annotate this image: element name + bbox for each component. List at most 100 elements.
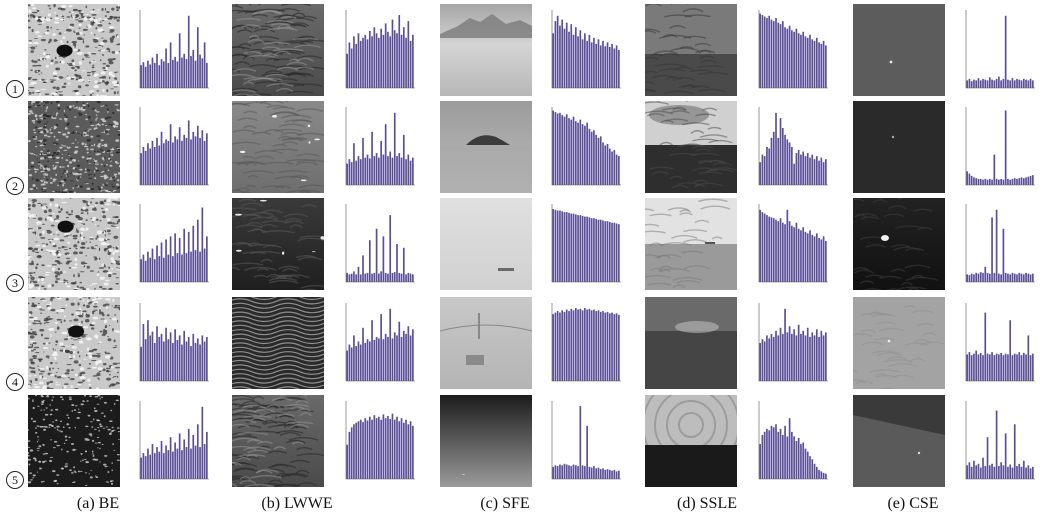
bar	[190, 251, 192, 282]
bar	[552, 466, 554, 479]
bar	[779, 118, 782, 185]
bar	[777, 137, 780, 185]
bar	[973, 460, 975, 479]
bar	[391, 19, 394, 89]
bar	[1032, 273, 1034, 282]
bar	[556, 466, 559, 479]
bar	[206, 236, 208, 282]
bar	[572, 116, 575, 185]
bar	[389, 308, 392, 381]
bar	[593, 130, 595, 185]
bar	[156, 245, 158, 282]
bar	[142, 62, 145, 88]
bar	[995, 78, 998, 88]
bar	[777, 335, 780, 381]
bar	[804, 156, 807, 185]
bar	[1018, 178, 1021, 185]
histogram-4-4	[755, 301, 829, 389]
sea-image-4-4	[645, 297, 737, 389]
bar	[176, 139, 179, 185]
bar	[554, 112, 557, 185]
histogram-2-5	[962, 105, 1036, 193]
bar	[970, 273, 973, 282]
bar	[820, 471, 823, 479]
bar	[584, 466, 586, 479]
bar	[552, 314, 554, 381]
bar	[586, 122, 588, 185]
bar	[608, 469, 611, 479]
bar	[777, 431, 780, 479]
bar	[185, 137, 188, 185]
sea-image-3-1	[28, 198, 120, 290]
bar	[160, 59, 163, 88]
bar	[153, 453, 156, 479]
bar	[988, 178, 991, 185]
bar	[169, 332, 172, 381]
bar	[611, 222, 613, 282]
bar	[151, 444, 154, 479]
bar	[201, 335, 204, 381]
bar	[1027, 465, 1030, 479]
bar	[402, 422, 405, 479]
bar	[353, 271, 355, 282]
bar	[825, 332, 827, 381]
axis	[139, 303, 209, 382]
bar	[346, 272, 348, 282]
bar	[1032, 175, 1034, 185]
bar	[368, 240, 371, 282]
histogram-1-1	[136, 8, 210, 96]
bar	[993, 80, 996, 88]
bar	[373, 339, 376, 381]
bar	[599, 469, 602, 479]
bar	[602, 468, 604, 479]
bar	[190, 448, 192, 479]
bar	[966, 465, 968, 479]
bar	[199, 447, 201, 479]
bar	[346, 53, 348, 88]
bar	[348, 344, 351, 381]
bar	[590, 310, 593, 381]
bar	[770, 425, 773, 479]
bar	[364, 418, 367, 479]
bar	[359, 159, 362, 185]
bar	[1013, 178, 1016, 185]
bar	[820, 330, 823, 381]
bar	[353, 36, 355, 88]
bar	[579, 119, 582, 185]
bar	[966, 80, 968, 88]
axis	[758, 204, 828, 283]
bar	[348, 431, 351, 479]
bar	[355, 274, 358, 282]
bar	[813, 335, 816, 381]
bar	[588, 466, 591, 479]
bar	[375, 228, 378, 282]
bar	[172, 59, 174, 88]
bar	[806, 37, 809, 88]
bar	[1007, 466, 1009, 479]
bar	[348, 274, 351, 282]
axis	[758, 401, 828, 480]
bar	[362, 327, 364, 381]
bar	[563, 116, 566, 185]
bar	[802, 31, 805, 88]
bar	[579, 30, 582, 89]
bar	[362, 137, 364, 185]
bar	[611, 312, 613, 381]
bar	[593, 37, 595, 88]
bar	[1000, 178, 1002, 185]
axis	[551, 204, 621, 283]
histogram-5-1	[136, 399, 210, 487]
bar	[393, 112, 396, 185]
bar	[766, 215, 768, 282]
bar	[608, 313, 611, 381]
bar	[779, 218, 782, 282]
bar	[167, 254, 170, 282]
bar	[995, 353, 998, 381]
bar	[183, 330, 186, 381]
histogram-5-4	[755, 399, 829, 487]
bar	[142, 254, 145, 282]
bar	[1002, 228, 1005, 282]
bar	[595, 218, 598, 282]
histogram-1-2	[342, 8, 416, 96]
bar	[579, 406, 582, 479]
